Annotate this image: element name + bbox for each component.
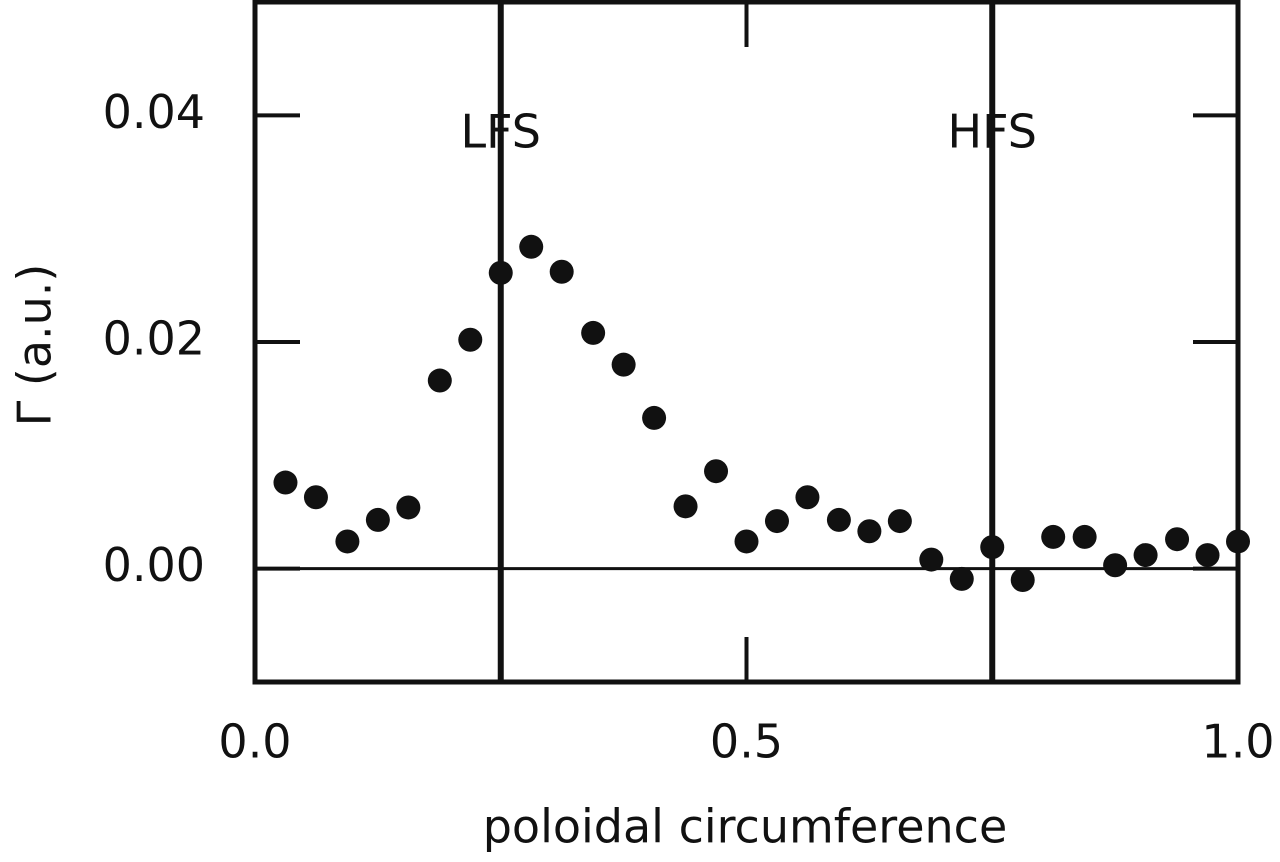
point [1133, 543, 1158, 568]
y-axis-label: Γ (a.u.) [8, 264, 62, 427]
reference-label: HFS [948, 105, 1037, 159]
y-tick-label: 0.02 [103, 312, 205, 366]
point [795, 485, 820, 510]
plot-frame [252, 0, 1241, 685]
point [1165, 527, 1190, 552]
point [458, 327, 483, 352]
point [611, 352, 636, 377]
x-tick-label: 1.0 [1201, 715, 1274, 769]
point [581, 320, 606, 345]
point [949, 566, 974, 591]
point [396, 495, 421, 520]
reference-label: LFS [461, 105, 541, 159]
point [642, 405, 667, 430]
x-tick-label: 0.5 [710, 715, 783, 769]
point [427, 368, 452, 393]
point [734, 529, 759, 554]
point [1226, 529, 1250, 554]
point [335, 529, 360, 554]
point [1010, 568, 1035, 592]
point [764, 509, 789, 534]
point [1195, 543, 1220, 568]
point [1103, 553, 1128, 578]
point [826, 507, 851, 532]
point [857, 519, 882, 544]
point [1072, 524, 1097, 549]
y-tick-label: 0.00 [103, 538, 205, 592]
point [519, 234, 544, 259]
point [549, 259, 574, 284]
point [887, 509, 912, 534]
x-tick-label: 0.0 [218, 715, 291, 769]
x-axis-label: poloidal circumference [483, 800, 1008, 854]
point [365, 507, 390, 532]
point [273, 470, 298, 495]
point [1041, 524, 1066, 549]
point [488, 260, 513, 285]
y-tick-label: 0.04 [103, 85, 205, 139]
point [919, 547, 944, 572]
point [303, 485, 328, 510]
point [673, 494, 698, 519]
point [704, 459, 729, 484]
point [980, 535, 1005, 560]
